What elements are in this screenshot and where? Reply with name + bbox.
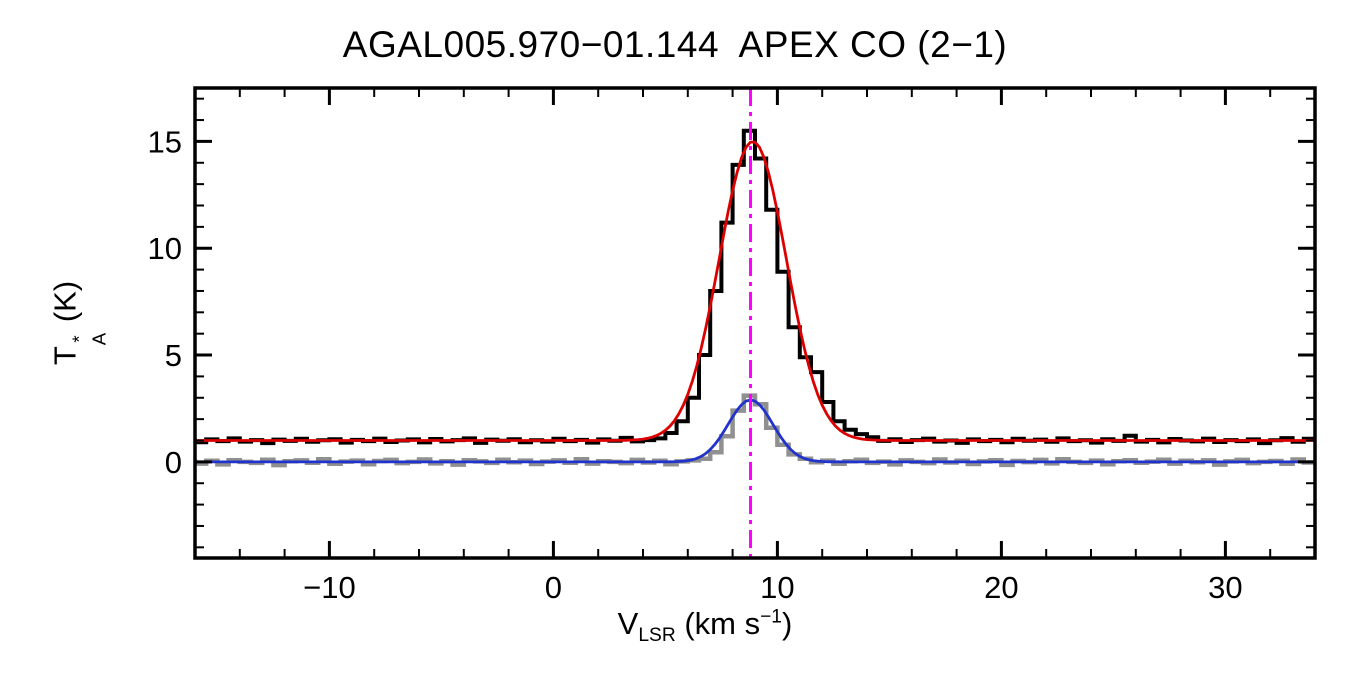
y-axis-label-sub: A	[88, 332, 110, 346]
y-axis-label-scripts: * A	[68, 332, 110, 346]
plot-title: AGAL005.970−01.144 APEX CO (2−1)	[342, 24, 1008, 65]
x-tick-label: 10	[760, 570, 794, 605]
y-axis-label-sup: *	[68, 335, 90, 343]
x-axis-label-main: V	[617, 606, 639, 641]
y-tick-label: 0	[165, 445, 182, 480]
x-tick-label: 30	[1208, 570, 1242, 605]
y-tick-label: 10	[148, 231, 182, 266]
y-axis-label-unit: (K)	[47, 280, 83, 331]
x-tick-label: 20	[984, 570, 1018, 605]
x-tick-label: 0	[545, 570, 562, 605]
x-tick-label: −10	[303, 570, 356, 605]
blue-gaussian-fit-path	[195, 398, 1315, 464]
y-tick-label: 15	[148, 124, 182, 159]
x-axis-label-end: )	[782, 606, 793, 641]
x-axis-label-mid: (km s	[675, 606, 761, 641]
axes-frame	[193, 86, 1317, 560]
red-gaussian-fit-path	[195, 140, 1315, 442]
x-axis-label: VLSR (km s−1)	[100, 606, 1310, 647]
y-tick-label: 5	[165, 338, 182, 373]
y-axis-label-main: T	[47, 346, 83, 366]
x-axis-label-sub: LSR	[638, 625, 676, 647]
y-axis-label: T * A (K)	[47, 280, 110, 366]
x-axis-label-sup: −1	[760, 606, 782, 628]
